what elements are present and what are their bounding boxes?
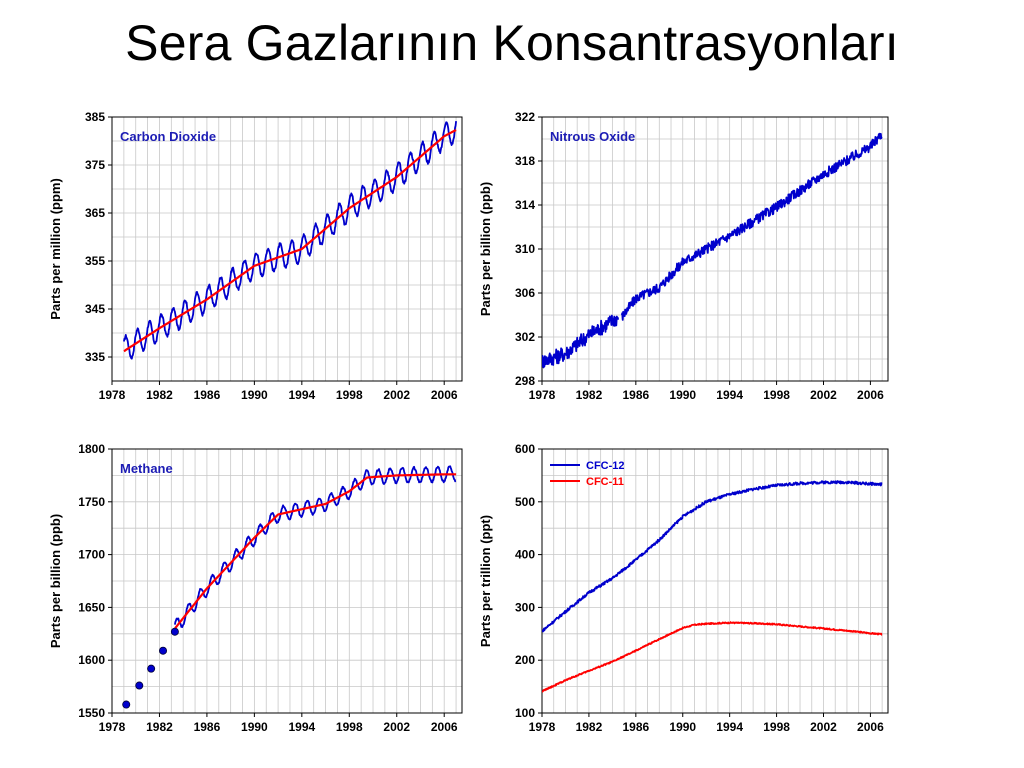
co2-y-tick-label: 375 xyxy=(85,158,105,172)
co2-y-tick-label: 335 xyxy=(85,350,105,364)
cfc-legend-label: CFC-11 xyxy=(586,476,624,488)
n2o-y-tick-label: 302 xyxy=(515,330,535,344)
n2o-y-tick-label: 322 xyxy=(515,110,535,124)
n2o-x-tick-label: 1986 xyxy=(622,388,649,402)
co2-plot-area xyxy=(112,117,462,381)
ch4-gridlines xyxy=(111,448,462,714)
cfc-legend-label: CFC-12 xyxy=(586,460,625,472)
n2o-x-tick-label: 1982 xyxy=(576,388,603,402)
co2-y-tick-label: 365 xyxy=(85,206,105,220)
n2o-x-tick-label: 2006 xyxy=(857,388,884,402)
co2-axes-frame xyxy=(111,116,463,382)
ch4-gas-label: Methane xyxy=(120,461,173,476)
nitrous-oxide-chart: 1978 1982 1986 1990 1994 1998 2002 2006 298 302 30… xyxy=(480,110,889,402)
cfc-chart: 1978 1982 1986 1990 1994 1998 2002 2006 100 200 30… xyxy=(480,442,889,734)
co2-y-axis-label: Parts per million (ppm) xyxy=(48,178,63,320)
n2o-x-tick-label: 1990 xyxy=(669,388,696,402)
ch4-y-tick-label: 1550 xyxy=(78,706,105,720)
co2-x-tick-label: 1990 xyxy=(241,388,268,402)
ch4-x-tick-label: 1982 xyxy=(146,720,173,734)
cfc-series-cfc-12 xyxy=(542,480,883,633)
co2-y-tick-label: 385 xyxy=(85,110,105,124)
cfc-y-axis-label: Parts per trillion (ppt) xyxy=(480,515,493,647)
ch4-y-tick-label: 1700 xyxy=(78,548,105,562)
co2-x-tick-label: 2002 xyxy=(383,388,410,402)
ch4-data-point xyxy=(135,681,144,690)
ch4-data-point xyxy=(170,627,179,636)
co2-x-tick-label: 1986 xyxy=(194,388,221,402)
cfc-x-tick-label: 1994 xyxy=(716,720,743,734)
n2o-y-tick-label: 310 xyxy=(515,242,535,256)
n2o-series-monthly-1 xyxy=(620,132,883,321)
ch4-y-axis-label: Parts per billion (ppb) xyxy=(48,514,63,648)
ch4-y-tick-label: 1600 xyxy=(78,653,105,667)
ch4-x-tick-label: 1998 xyxy=(336,720,363,734)
n2o-x-tick-label: 1994 xyxy=(716,388,743,402)
ch4-series-trend-1 xyxy=(174,473,457,630)
co2-series-trend-1 xyxy=(123,129,457,353)
ch4-y-tick-label: 1800 xyxy=(78,442,105,456)
ch4-data-point xyxy=(147,664,156,673)
cfc-y-tick-label: 300 xyxy=(515,600,535,614)
n2o-x-tick-label: 1998 xyxy=(763,388,790,402)
co2-x-tick-label: 1994 xyxy=(288,388,315,402)
methane-chart: 1978 1982 1986 1990 1994 1998 2002 2006 1550 1600… xyxy=(48,442,463,734)
slide-title: Sera Gazlarının Konsantrasyonları xyxy=(125,15,899,71)
n2o-x-tick-label: 2002 xyxy=(810,388,837,402)
co2-y-tick-label: 355 xyxy=(85,254,105,268)
cfc-y-tick-label: 100 xyxy=(515,706,535,720)
co2-series-monthly-0 xyxy=(123,121,457,360)
cfc-axes-frame xyxy=(541,448,889,714)
ch4-x-tick-label: 2006 xyxy=(431,720,458,734)
cfc-y-tick-label: 400 xyxy=(515,548,535,562)
ch4-axes-frame xyxy=(111,448,463,714)
co2-x-tick-label: 1982 xyxy=(146,388,173,402)
n2o-y-tick-label: 306 xyxy=(515,286,535,300)
ch4-x-tick-label: 1986 xyxy=(194,720,221,734)
cfc-x-tick-label: 2006 xyxy=(857,720,884,734)
ch4-x-tick-label: 2002 xyxy=(383,720,410,734)
carbon-dioxide-chart: 1978 1982 1986 1990 1994 1998 2002 2006 335 345 35… xyxy=(48,110,463,402)
cfc-y-tick-label: 200 xyxy=(515,653,535,667)
n2o-x-tick-label: 1978 xyxy=(529,388,556,402)
co2-gas-label: Carbon Dioxide xyxy=(120,129,216,144)
cfc-x-tick-label: 1982 xyxy=(576,720,603,734)
n2o-gas-label: Nitrous Oxide xyxy=(550,129,635,144)
n2o-y-tick-label: 314 xyxy=(515,198,535,212)
n2o-series-monthly-0 xyxy=(542,314,620,369)
n2o-y-axis-label: Parts per billion (ppb) xyxy=(480,182,493,316)
cfc-y-tick-label: 500 xyxy=(515,495,535,509)
ch4-series-monthly-0 xyxy=(174,465,457,628)
cfc-gridlines xyxy=(541,448,888,714)
cfc-y-tick-label: 600 xyxy=(515,442,535,456)
n2o-y-tick-label: 298 xyxy=(515,374,535,388)
co2-x-tick-label: 1998 xyxy=(336,388,363,402)
n2o-y-tick-label: 318 xyxy=(515,154,535,168)
ch4-data-point xyxy=(122,700,131,709)
co2-x-tick-label: 2006 xyxy=(431,388,458,402)
cfc-x-tick-label: 1978 xyxy=(529,720,556,734)
ch4-y-tick-label: 1650 xyxy=(78,600,105,614)
cfc-x-tick-label: 1986 xyxy=(622,720,649,734)
co2-y-tick-label: 345 xyxy=(85,302,105,316)
ch4-x-tick-label: 1978 xyxy=(99,720,126,734)
co2-x-tick-label: 1978 xyxy=(99,388,126,402)
cfc-x-tick-label: 1990 xyxy=(669,720,696,734)
cfc-series-cfc-11 xyxy=(542,621,883,693)
ch4-x-tick-label: 1990 xyxy=(241,720,268,734)
ch4-data-point xyxy=(159,646,168,655)
ch4-x-tick-label: 1994 xyxy=(288,720,315,734)
cfc-x-tick-label: 2002 xyxy=(810,720,837,734)
cfc-x-tick-label: 1998 xyxy=(763,720,790,734)
ch4-y-tick-label: 1750 xyxy=(78,495,105,509)
